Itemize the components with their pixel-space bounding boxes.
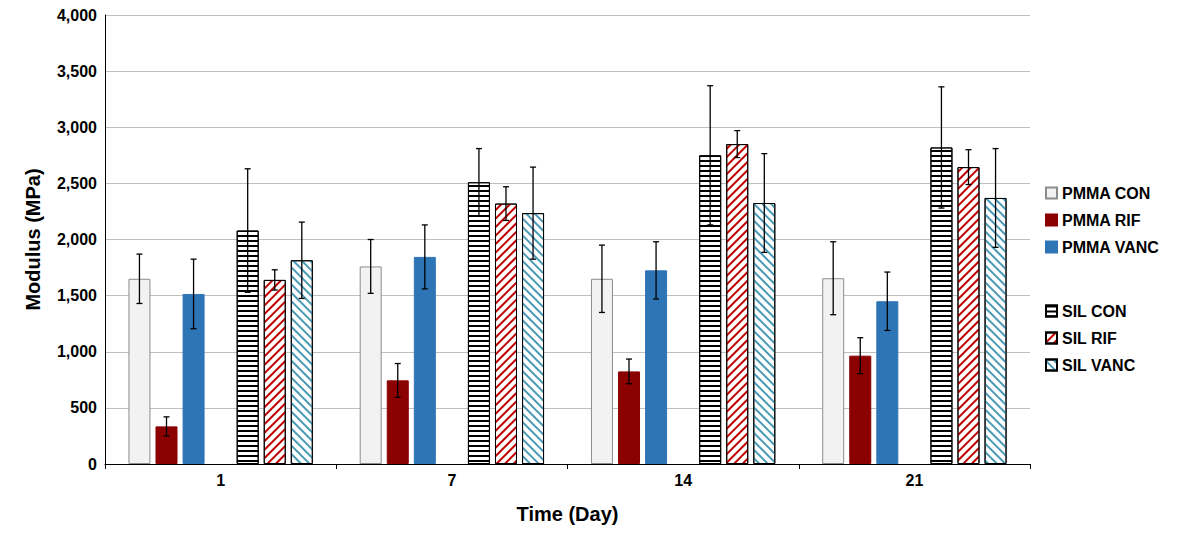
svg-text:2,500: 2,500	[57, 175, 97, 192]
svg-text:PMMA VANC: PMMA VANC	[1062, 239, 1159, 256]
svg-text:2,000: 2,000	[57, 231, 97, 248]
svg-text:3,000: 3,000	[57, 119, 97, 136]
svg-text:3,500: 3,500	[57, 63, 97, 80]
svg-text:SIL VANC: SIL VANC	[1062, 357, 1136, 374]
svg-text:PMMA RIF: PMMA RIF	[1062, 212, 1141, 229]
svg-text:4,000: 4,000	[57, 7, 97, 24]
svg-text:14: 14	[674, 472, 692, 489]
svg-text:SIL RIF: SIL RIF	[1062, 330, 1117, 347]
svg-text:1,500: 1,500	[57, 287, 97, 304]
svg-text:0: 0	[88, 456, 97, 473]
svg-text:500: 500	[70, 399, 97, 416]
svg-text:1,000: 1,000	[57, 343, 97, 360]
svg-text:Modulus (MPa): Modulus (MPa)	[22, 168, 44, 310]
svg-text:PMMA CON: PMMA CON	[1062, 185, 1150, 202]
svg-text:SIL CON: SIL CON	[1062, 303, 1127, 320]
svg-text:21: 21	[905, 472, 923, 489]
svg-text:Time (Day): Time (Day)	[517, 503, 619, 525]
svg-text:7: 7	[447, 472, 456, 489]
svg-text:1: 1	[216, 472, 225, 489]
